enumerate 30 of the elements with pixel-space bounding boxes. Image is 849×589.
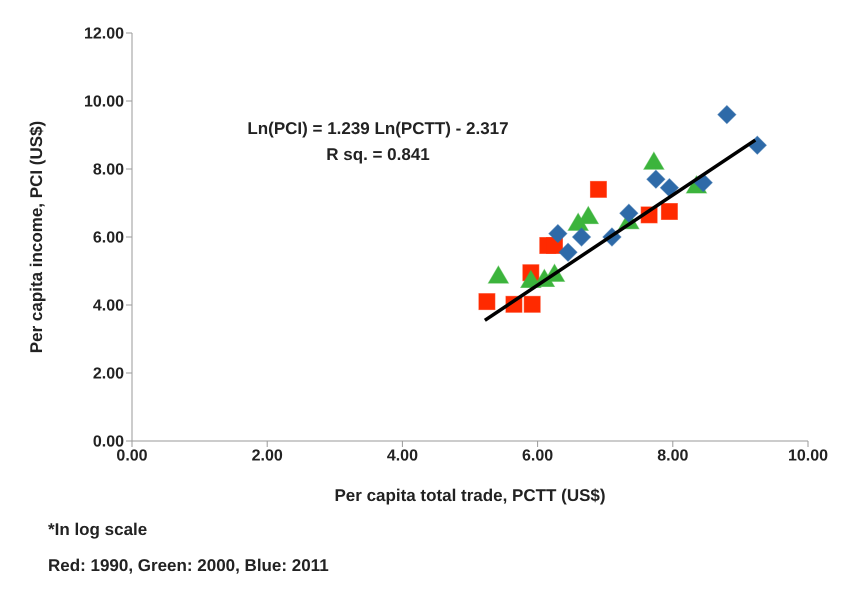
x-tick-label: 4.00 bbox=[386, 447, 418, 464]
x-tick-label: 8.00 bbox=[657, 447, 688, 464]
y-tick-label: 4.00 bbox=[92, 298, 124, 315]
x-tick-label: 0.00 bbox=[116, 447, 148, 464]
text: Red: 1990, Green: 2000, Blue: 2011 bbox=[48, 556, 329, 576]
y-tick-label: 2.00 bbox=[92, 366, 124, 383]
x-tick-label: 10.00 bbox=[788, 447, 828, 464]
point bbox=[548, 224, 568, 244]
y-tick-label: 8.00 bbox=[92, 162, 124, 179]
y-axis-title: Per capita income, PCI (US$) bbox=[27, 120, 46, 354]
point bbox=[524, 296, 541, 313]
x-tick-label: 6.00 bbox=[522, 447, 554, 464]
point bbox=[478, 293, 496, 310]
annotation: Ln(PCI) = 1.239 Ln(PCTT) - 2.317 R sq. = 0.841 bbox=[246, 118, 510, 166]
point bbox=[643, 152, 664, 170]
point bbox=[590, 180, 607, 198]
y-tick-label: 10.00 bbox=[84, 94, 124, 111]
x-axis-title: Per capita total trade, PCTT (US$) bbox=[334, 486, 606, 505]
point bbox=[717, 105, 736, 124]
point bbox=[619, 204, 638, 223]
point bbox=[488, 266, 509, 284]
point bbox=[572, 228, 592, 246]
point bbox=[558, 242, 578, 262]
y-tick-label: 12.00 bbox=[84, 26, 124, 43]
y-tick-label: 6.00 bbox=[92, 230, 124, 247]
x-tick-label: 2.00 bbox=[252, 447, 283, 464]
text: *In log scale bbox=[48, 520, 148, 540]
point bbox=[660, 203, 678, 220]
point bbox=[646, 170, 666, 189]
point bbox=[660, 178, 679, 198]
